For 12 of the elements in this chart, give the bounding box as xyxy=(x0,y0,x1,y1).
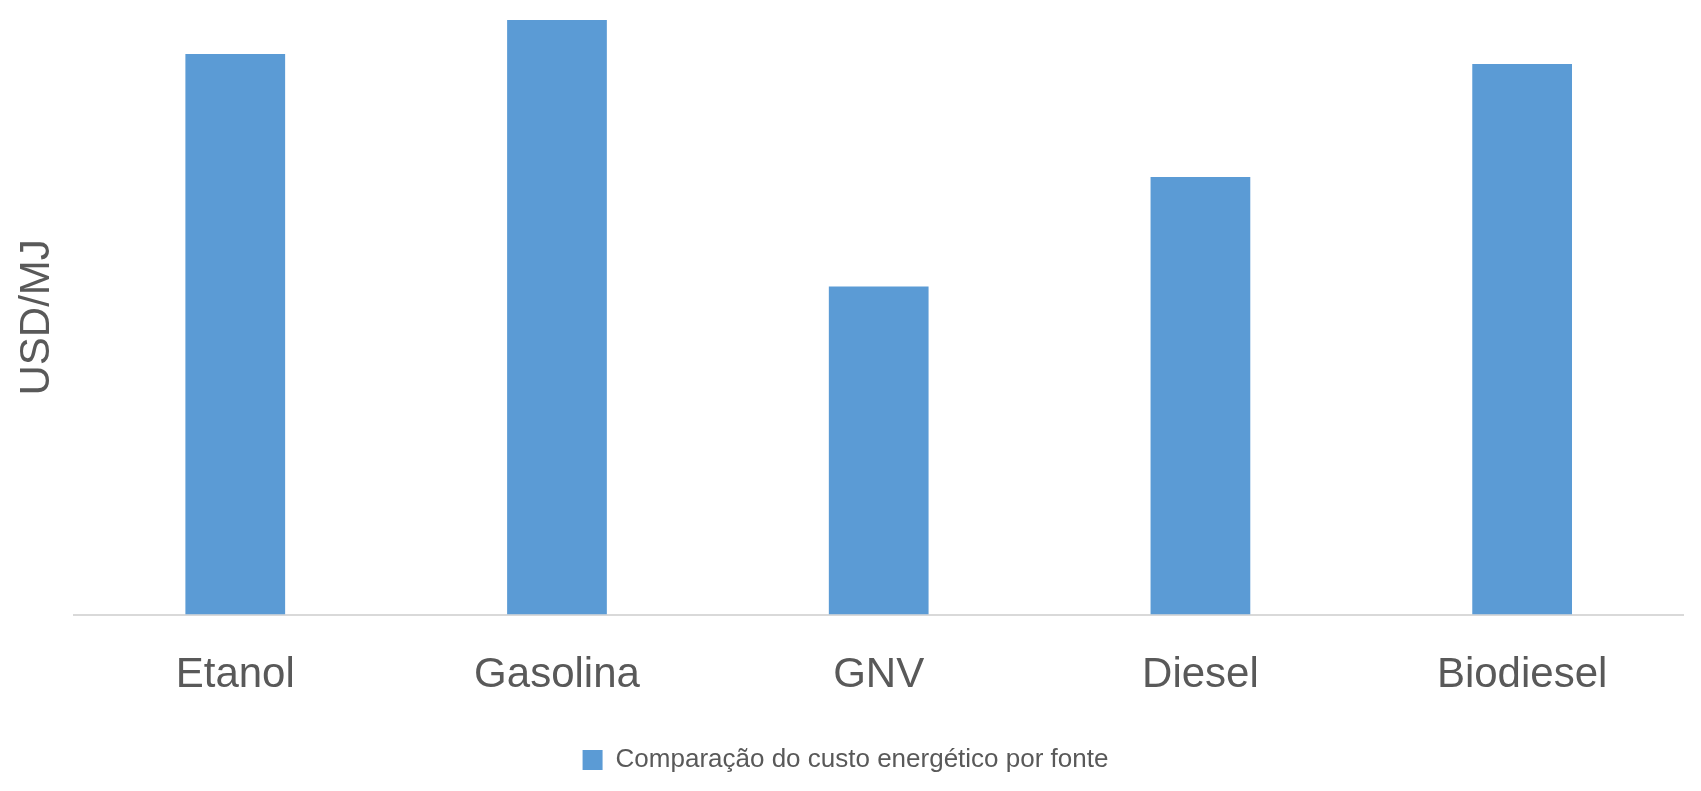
x-tick-label: GNV xyxy=(833,649,925,697)
bar xyxy=(828,286,929,615)
x-tick-label: Etanol xyxy=(175,649,295,697)
y-axis-title: USD/MJ xyxy=(10,239,58,396)
x-tick-label: Diesel xyxy=(1142,649,1259,697)
x-tick-label: Gasolina xyxy=(474,649,641,697)
bar xyxy=(507,20,607,615)
legend-label: Comparação do custo energético por fonte xyxy=(615,743,1109,774)
bar xyxy=(1472,64,1573,615)
bar xyxy=(1150,176,1251,615)
x-tick-label: Biodiesel xyxy=(1436,649,1608,697)
bar xyxy=(185,53,286,615)
